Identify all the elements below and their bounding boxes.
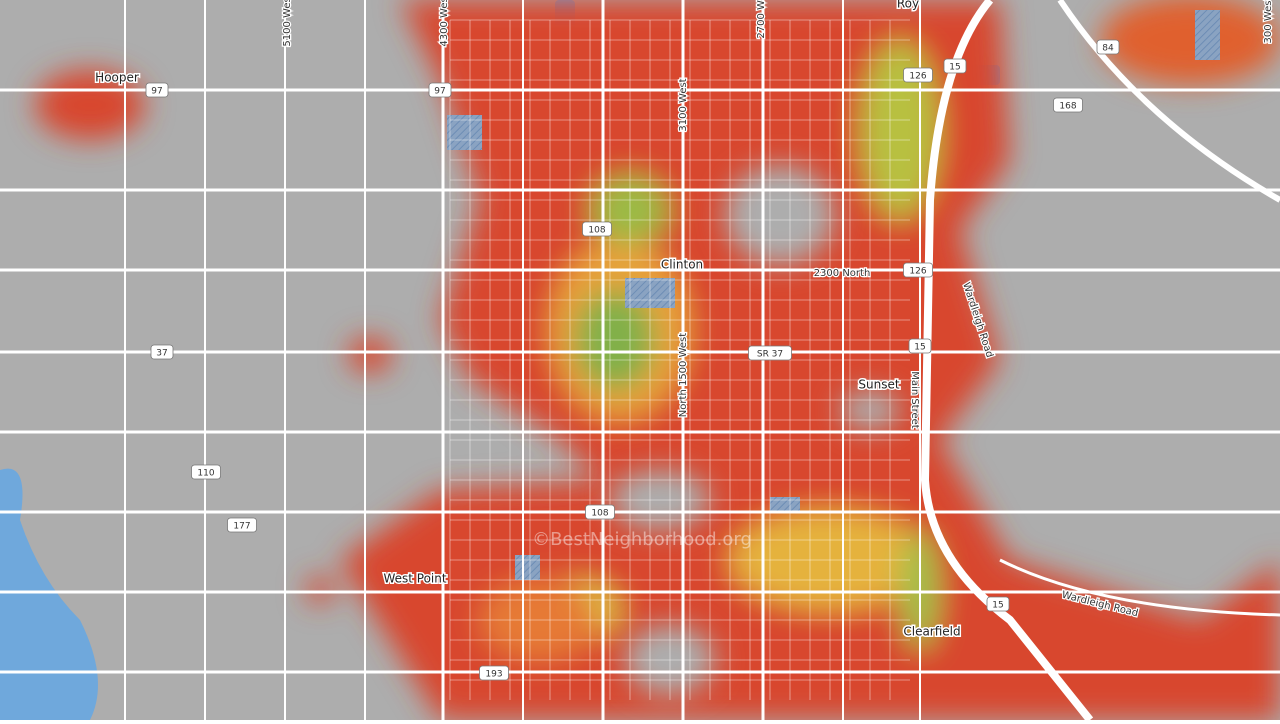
route-shield (1096, 39, 1120, 55)
route-shield-label: 15 (992, 601, 1003, 611)
route-shield-label: 110 (197, 469, 214, 479)
place-label: Hooper (95, 71, 139, 85)
freeway (1057, 0, 1280, 203)
watermark: ©BestNeighborhood.org (532, 529, 752, 550)
place-label: Roy (897, 0, 919, 11)
route-shield (145, 82, 169, 98)
route-shield (903, 262, 933, 278)
route-shield (986, 596, 1010, 612)
road (999, 558, 1280, 617)
route-shield (428, 82, 452, 98)
route-shield-label: 108 (588, 226, 605, 236)
route-shield (227, 517, 257, 533)
route-shield-label: 168 (1059, 102, 1076, 112)
road-label: 2700 West (756, 0, 767, 39)
route-shield-label: 15 (949, 63, 960, 73)
route-shield (585, 504, 615, 520)
road-label: North 1500 West (678, 333, 689, 417)
road-label: 5100 West (282, 0, 293, 47)
route-shield (908, 338, 932, 354)
road-label: 300 West (1263, 0, 1274, 43)
route-shield (191, 464, 221, 480)
route-shield-label: 126 (909, 267, 926, 277)
route-shield-label: 15 (914, 343, 925, 353)
route-shield-label: 37 (156, 349, 167, 359)
route-shield-label: SR 37 (757, 350, 783, 360)
road-label: 3100 West (678, 78, 689, 131)
route-shield-label: 193 (485, 670, 502, 680)
route-shield (1053, 97, 1083, 113)
route-shield-label: 108 (591, 509, 608, 519)
route-shield-label: 177 (233, 522, 250, 532)
route-shield-label: 97 (434, 87, 445, 97)
road-label: Main Street (909, 371, 920, 429)
route-shield-label: 97 (151, 87, 162, 97)
route-shield (903, 67, 933, 83)
place-label: West Point (383, 572, 446, 586)
route-shield-label: 84 (1102, 44, 1114, 54)
route-shield-label: 126 (909, 72, 926, 82)
road-label: 2300 North (814, 268, 871, 279)
place-label: Sunset (858, 378, 899, 392)
route-shield (748, 345, 792, 361)
route-shield (582, 221, 612, 237)
place-label: Clinton (661, 258, 703, 272)
route-shield (150, 344, 174, 360)
route-shield (479, 665, 509, 681)
place-label: Clearfield (903, 625, 960, 639)
route-shield (943, 58, 967, 74)
road-label: 4300 West (439, 0, 450, 47)
